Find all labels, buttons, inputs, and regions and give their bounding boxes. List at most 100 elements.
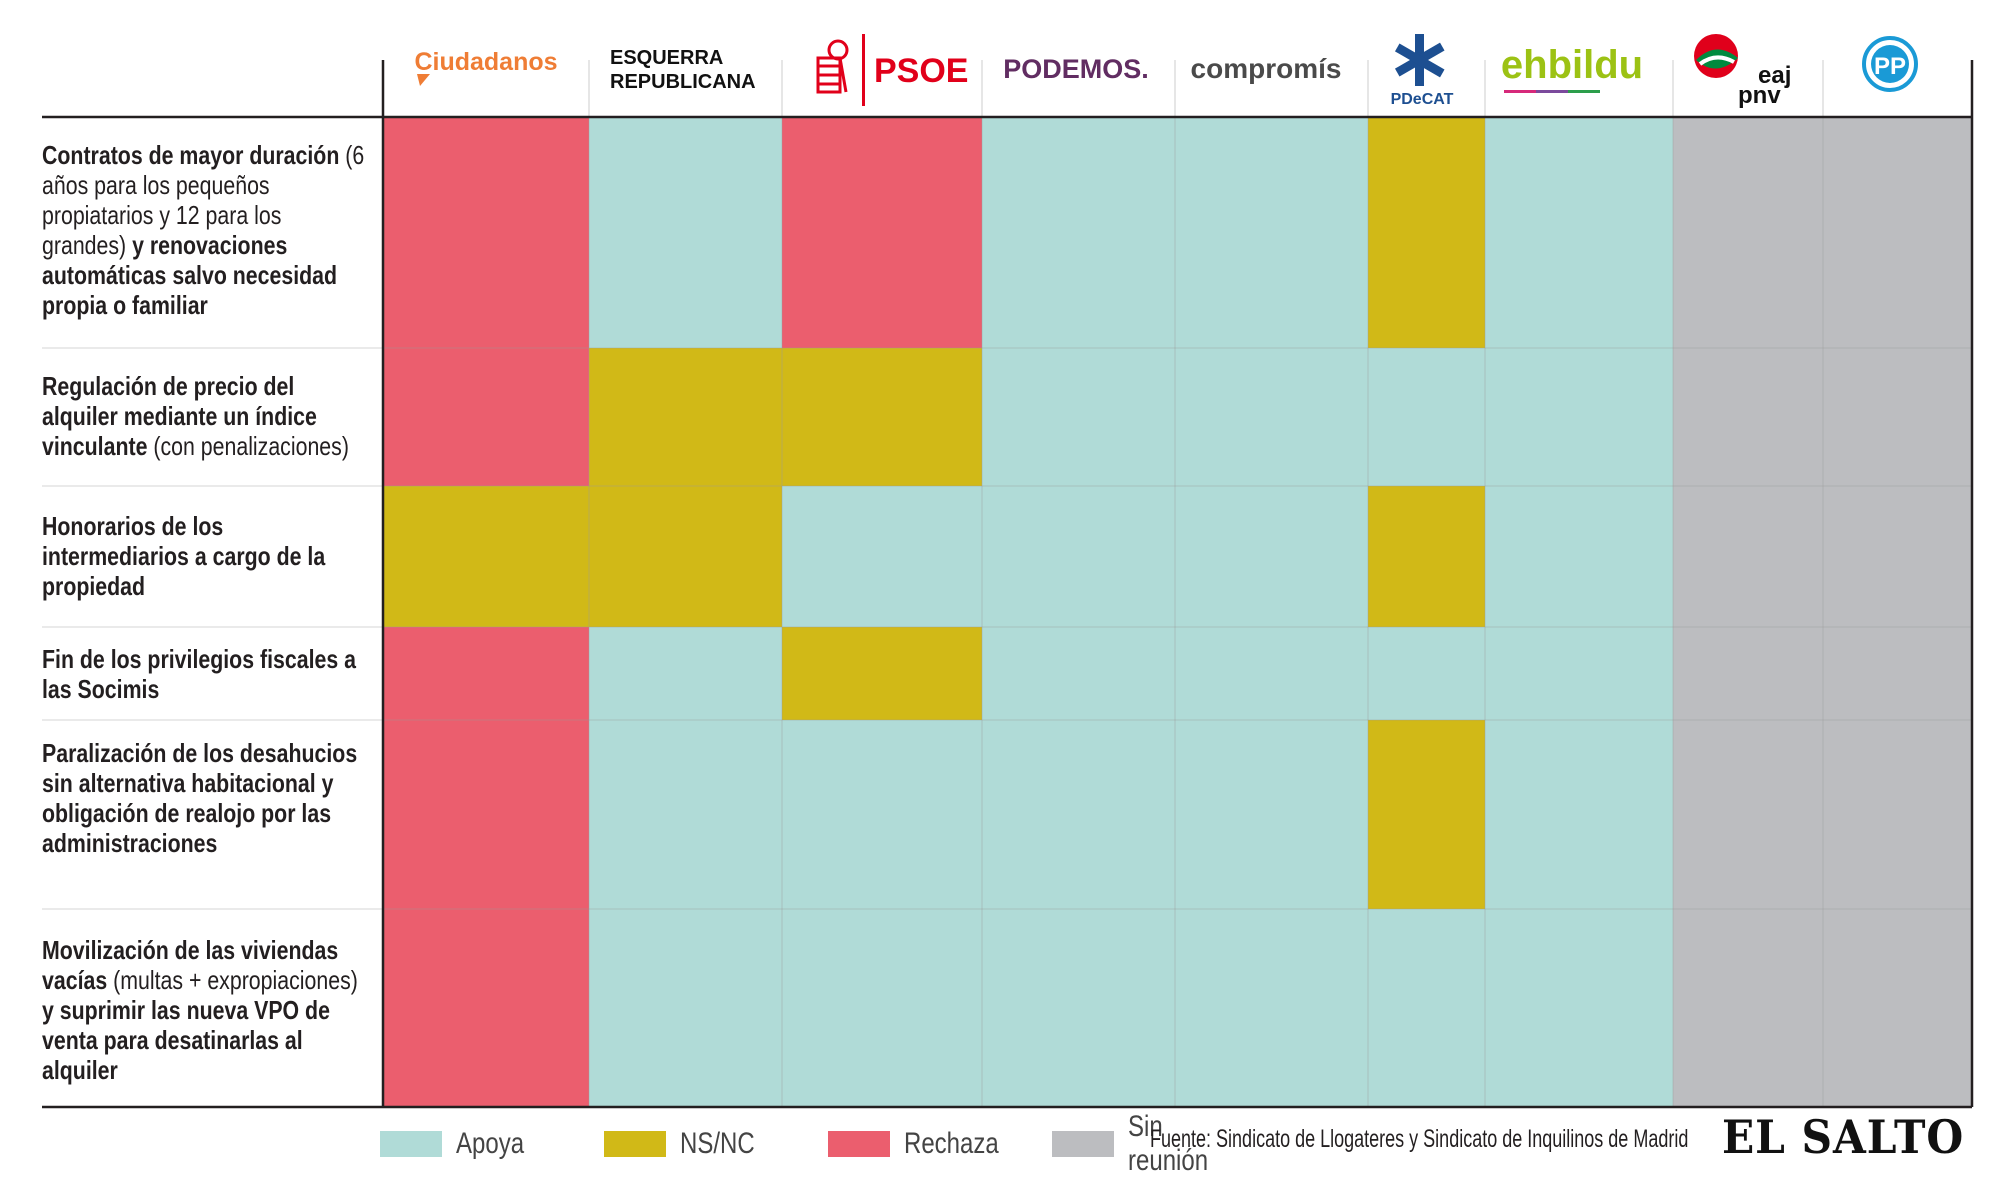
- row-label-part: Contratos de mayor duración: [42, 140, 340, 170]
- cell-3-8: [1673, 486, 1823, 627]
- row-label-3: Honorarios de los intermediarios a cargo…: [42, 511, 370, 601]
- cell-5-6: [1368, 720, 1485, 909]
- party-name-compromis: compromís: [1191, 53, 1342, 84]
- row-label-1: Contratos de mayor duración (6 años para…: [42, 140, 370, 320]
- party-logo-ciudadanos: Ciudadanos: [414, 48, 558, 86]
- row-label-part: (multas + expropiaciones): [107, 965, 358, 995]
- legend-swatch: [828, 1131, 890, 1157]
- legend: Apoya NS/NC Rechaza Sin reunión: [380, 1110, 1306, 1177]
- cell-4-4: [982, 627, 1175, 720]
- cell-4-3: [782, 627, 982, 720]
- legend-swatch: [380, 1131, 442, 1157]
- row-label-part: Regulación de precio del alquiler median…: [42, 371, 317, 461]
- legend-label: Rechaza: [904, 1127, 999, 1160]
- row-label-part: Fin de los privilegios fiscales a las So…: [42, 644, 356, 704]
- legend-label: Apoya: [456, 1127, 525, 1160]
- cell-3-6: [1368, 486, 1485, 627]
- cell-2-8: [1673, 348, 1823, 486]
- cell-1-1: [383, 117, 589, 348]
- cell-5-1: [383, 720, 589, 909]
- row-label-5: Paralización de los desahucios sin alter…: [42, 738, 370, 858]
- row-label-part: y suprimir las nueva VPO de venta para d…: [42, 995, 330, 1085]
- cell-5-3: [782, 720, 982, 909]
- party-name-pnv-line2: pnv: [1738, 82, 1781, 109]
- cell-6-5: [1175, 909, 1368, 1107]
- party-logo-ehbildu: ehbildu: [1501, 43, 1643, 93]
- cell-6-6: [1368, 909, 1485, 1107]
- rose-fist-icon: [816, 39, 849, 94]
- cell-3-3: [782, 486, 982, 627]
- row-label-2: Regulación de precio del alquiler median…: [42, 371, 370, 461]
- cell-6-8: [1673, 909, 1823, 1107]
- party-name-erc-line2: REPUBLICANA: [610, 71, 756, 93]
- legend-item-2: NS/NC: [604, 1127, 800, 1161]
- cell-5-5: [1175, 720, 1368, 909]
- ehbildu-underline-pink: [1504, 90, 1536, 93]
- cell-2-4: [982, 348, 1175, 486]
- pdecat-star-icon: [1394, 34, 1445, 86]
- cell-2-2: [589, 348, 782, 486]
- row-label-4: Fin de los privilegios fiscales a las So…: [42, 644, 370, 704]
- party-name-ciudadanos: Ciudadanos: [414, 48, 557, 76]
- cell-2-5: [1175, 348, 1368, 486]
- cell-3-5: [1175, 486, 1368, 627]
- cell-5-4: [982, 720, 1175, 909]
- cell-3-9: [1823, 486, 1972, 627]
- cell-5-9: [1823, 720, 1972, 909]
- cell-3-1: [383, 486, 589, 627]
- row-label-part: y renovaciones automáticas salvo necesid…: [42, 230, 338, 320]
- cell-1-8: [1673, 117, 1823, 348]
- cell-2-1: [383, 348, 589, 486]
- cell-1-5: [1175, 117, 1368, 348]
- cell-6-3: [782, 909, 982, 1107]
- party-name-pp: PP: [1874, 53, 1906, 80]
- party-logo-pnv: eaj pnv: [1694, 34, 1791, 109]
- party-name-ehbildu: ehbildu: [1501, 43, 1643, 87]
- cell-5-7: [1485, 720, 1673, 909]
- legend-swatch: [604, 1131, 666, 1157]
- party-logo-pdecat: PDeCAT: [1391, 34, 1454, 108]
- cell-1-7: [1485, 117, 1673, 348]
- cell-1-6: [1368, 117, 1485, 348]
- cell-5-2: [589, 720, 782, 909]
- row-label-part: (con penalizaciones): [147, 431, 349, 461]
- party-name-erc-line1: ESQUERRA: [610, 47, 723, 69]
- party-name-pnv-line1: eaj: [1758, 62, 1791, 89]
- row-label-part: (6 años para los pequeños propiatarios y…: [42, 140, 365, 260]
- row-label-part: Honorarios de los intermediarios a cargo…: [42, 511, 326, 601]
- cell-4-9: [1823, 627, 1972, 720]
- cell-6-7: [1485, 909, 1673, 1107]
- cell-2-3: [782, 348, 982, 486]
- cell-3-2: [589, 486, 782, 627]
- cell-5-8: [1673, 720, 1823, 909]
- legend-label: Sin reunión: [1128, 1110, 1209, 1177]
- party-logo-pp: PP: [1862, 36, 1918, 92]
- legend-label: NS/NC: [680, 1127, 755, 1160]
- cell-2-6: [1368, 348, 1485, 486]
- legend-swatch: [1052, 1131, 1114, 1157]
- party-name-podemos: PODEMOS.: [1003, 54, 1149, 84]
- cell-1-2: [589, 117, 782, 348]
- cell-1-9: [1823, 117, 1972, 348]
- grid-lines: [42, 117, 1972, 1107]
- cell-4-8: [1673, 627, 1823, 720]
- party-logo-psoe: PSOE: [816, 34, 968, 106]
- cell-6-4: [982, 909, 1175, 1107]
- ciudadanos-swoosh-icon: [417, 74, 430, 86]
- legend-item-3: Rechaza: [828, 1127, 1024, 1161]
- cell-4-6: [1368, 627, 1485, 720]
- party-name-psoe: PSOE: [874, 52, 968, 90]
- legend-item-1: Apoya: [380, 1127, 576, 1161]
- row-label-part: Movilización de las viviendas vacías: [42, 935, 339, 995]
- table-rules: [42, 60, 1974, 1109]
- cell-1-3: [782, 117, 982, 348]
- row-label-part: Paralización de los desahucios sin alter…: [42, 738, 358, 858]
- heatmap-cells: [383, 117, 1972, 1107]
- party-name-pdecat: PDeCAT: [1391, 91, 1454, 108]
- cell-6-2: [589, 909, 782, 1107]
- ehbildu-underline-purple: [1536, 90, 1568, 93]
- cell-3-4: [982, 486, 1175, 627]
- party-logo-erc: ESQUERRA REPUBLICANA: [610, 47, 756, 93]
- brand-logo: EL SALTO: [1722, 1110, 1965, 1164]
